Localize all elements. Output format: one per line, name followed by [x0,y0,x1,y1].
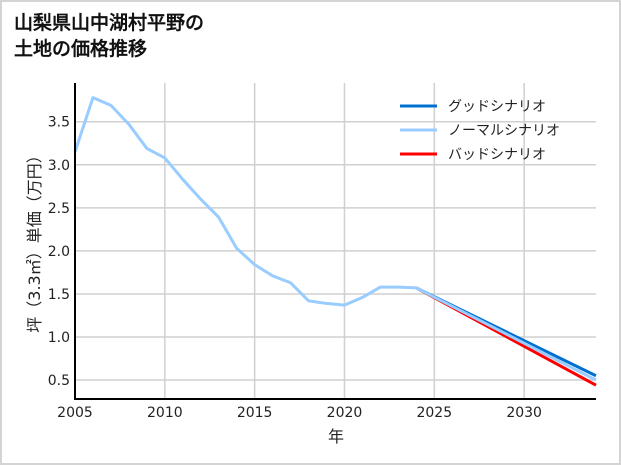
y-tick-label: 1.0 [48,330,70,346]
x-axis-label: 年 [328,427,344,446]
x-tick-label: 2030 [506,405,542,421]
y-axis-label: 坪（3.3㎡）単価（万円） [25,147,44,332]
legend-label: バッドシナリオ [448,147,546,163]
chart-title-line-2: 土地の価格推移 [14,38,148,60]
x-tick-label: 2025 [416,405,452,421]
series-line-1 [73,96,597,382]
chart-title-line-1: 山梨県山中湖村平野の [14,12,205,34]
y-tick-label: 2.5 [48,201,70,217]
y-tick-label: 0.5 [48,373,70,389]
legend-label: ノーマルシナリオ [448,123,560,139]
x-tick-label: 2010 [147,405,183,421]
chart-title: 山梨県山中湖村平野の 土地の価格推移 [14,10,204,62]
legend-label: グッドシナリオ [448,99,546,115]
y-tick-label: 2.0 [48,244,70,260]
y-tick-label: 1.5 [48,287,70,303]
y-tick-label: 3.5 [48,115,70,131]
y-tick-label: 3.0 [48,158,70,174]
x-tick-label: 2015 [237,405,273,421]
x-tick-label: 2005 [57,405,93,421]
x-tick-label: 2020 [327,405,363,421]
